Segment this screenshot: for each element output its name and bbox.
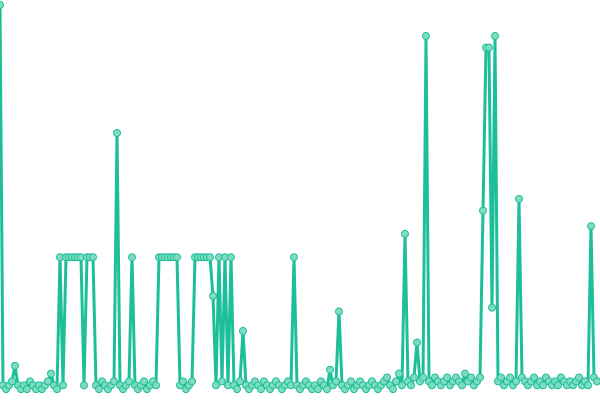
data-point: [443, 373, 451, 382]
data-point: [326, 365, 334, 374]
data-point: [419, 373, 427, 382]
data-point: [23, 385, 31, 394]
data-point: [47, 369, 55, 378]
data-point: [392, 377, 400, 386]
data-point: [59, 381, 67, 390]
data-point: [461, 369, 469, 378]
data-point: [458, 381, 466, 390]
data-point: [11, 361, 19, 370]
data-point: [467, 373, 475, 382]
data-point: [575, 373, 583, 382]
data-point: [128, 253, 136, 262]
data-point: [53, 385, 61, 394]
data-point: [314, 385, 322, 394]
data-point: [395, 369, 403, 378]
data-point: [110, 377, 118, 386]
data-point: [506, 373, 514, 382]
data-point: [401, 229, 409, 238]
data-point: [476, 373, 484, 382]
data-point: [152, 381, 160, 390]
data-point: [584, 381, 592, 390]
data-point: [206, 253, 214, 262]
data-point: [89, 253, 97, 262]
data-point: [239, 326, 247, 335]
data-point: [413, 338, 421, 347]
data-point: [554, 381, 562, 390]
data-point: [0, 1, 4, 9]
data-point: [491, 32, 499, 41]
data-point: [113, 129, 121, 138]
data-point: [257, 385, 265, 394]
data-point: [179, 377, 187, 386]
data-point: [485, 43, 493, 52]
data-point: [227, 253, 235, 262]
data-point: [8, 377, 16, 386]
data-point: [80, 381, 88, 390]
data-point: [488, 303, 496, 312]
data-point: [497, 373, 505, 382]
data-point: [236, 377, 244, 386]
data-point: [410, 373, 418, 382]
data-point: [530, 373, 538, 382]
data-point: [140, 377, 148, 386]
data-point: [479, 206, 487, 215]
data-point: [218, 377, 226, 386]
data-point: [209, 292, 217, 300]
data-point: [593, 377, 600, 386]
data-point: [95, 385, 103, 394]
series-line-group: [0, 4, 599, 391]
data-point: [422, 32, 430, 41]
data-point: [398, 381, 406, 390]
data-point: [512, 377, 520, 386]
data-point: [335, 307, 343, 316]
data-point: [332, 377, 340, 386]
data-point: [125, 377, 133, 386]
data-point: [539, 381, 547, 390]
data-point: [188, 377, 196, 386]
data-point: [587, 222, 595, 231]
data-point: [383, 373, 391, 382]
series-line: [0, 4, 599, 391]
data-point: [173, 253, 181, 262]
data-point: [323, 385, 331, 394]
data-point: [389, 385, 397, 394]
data-point: [212, 381, 220, 390]
data-point: [428, 381, 436, 390]
data-point: [233, 385, 241, 394]
data-point: [290, 253, 298, 262]
data-point: [407, 381, 415, 390]
data-point: [515, 195, 523, 203]
data-point: [44, 377, 52, 386]
data-point: [347, 377, 355, 386]
